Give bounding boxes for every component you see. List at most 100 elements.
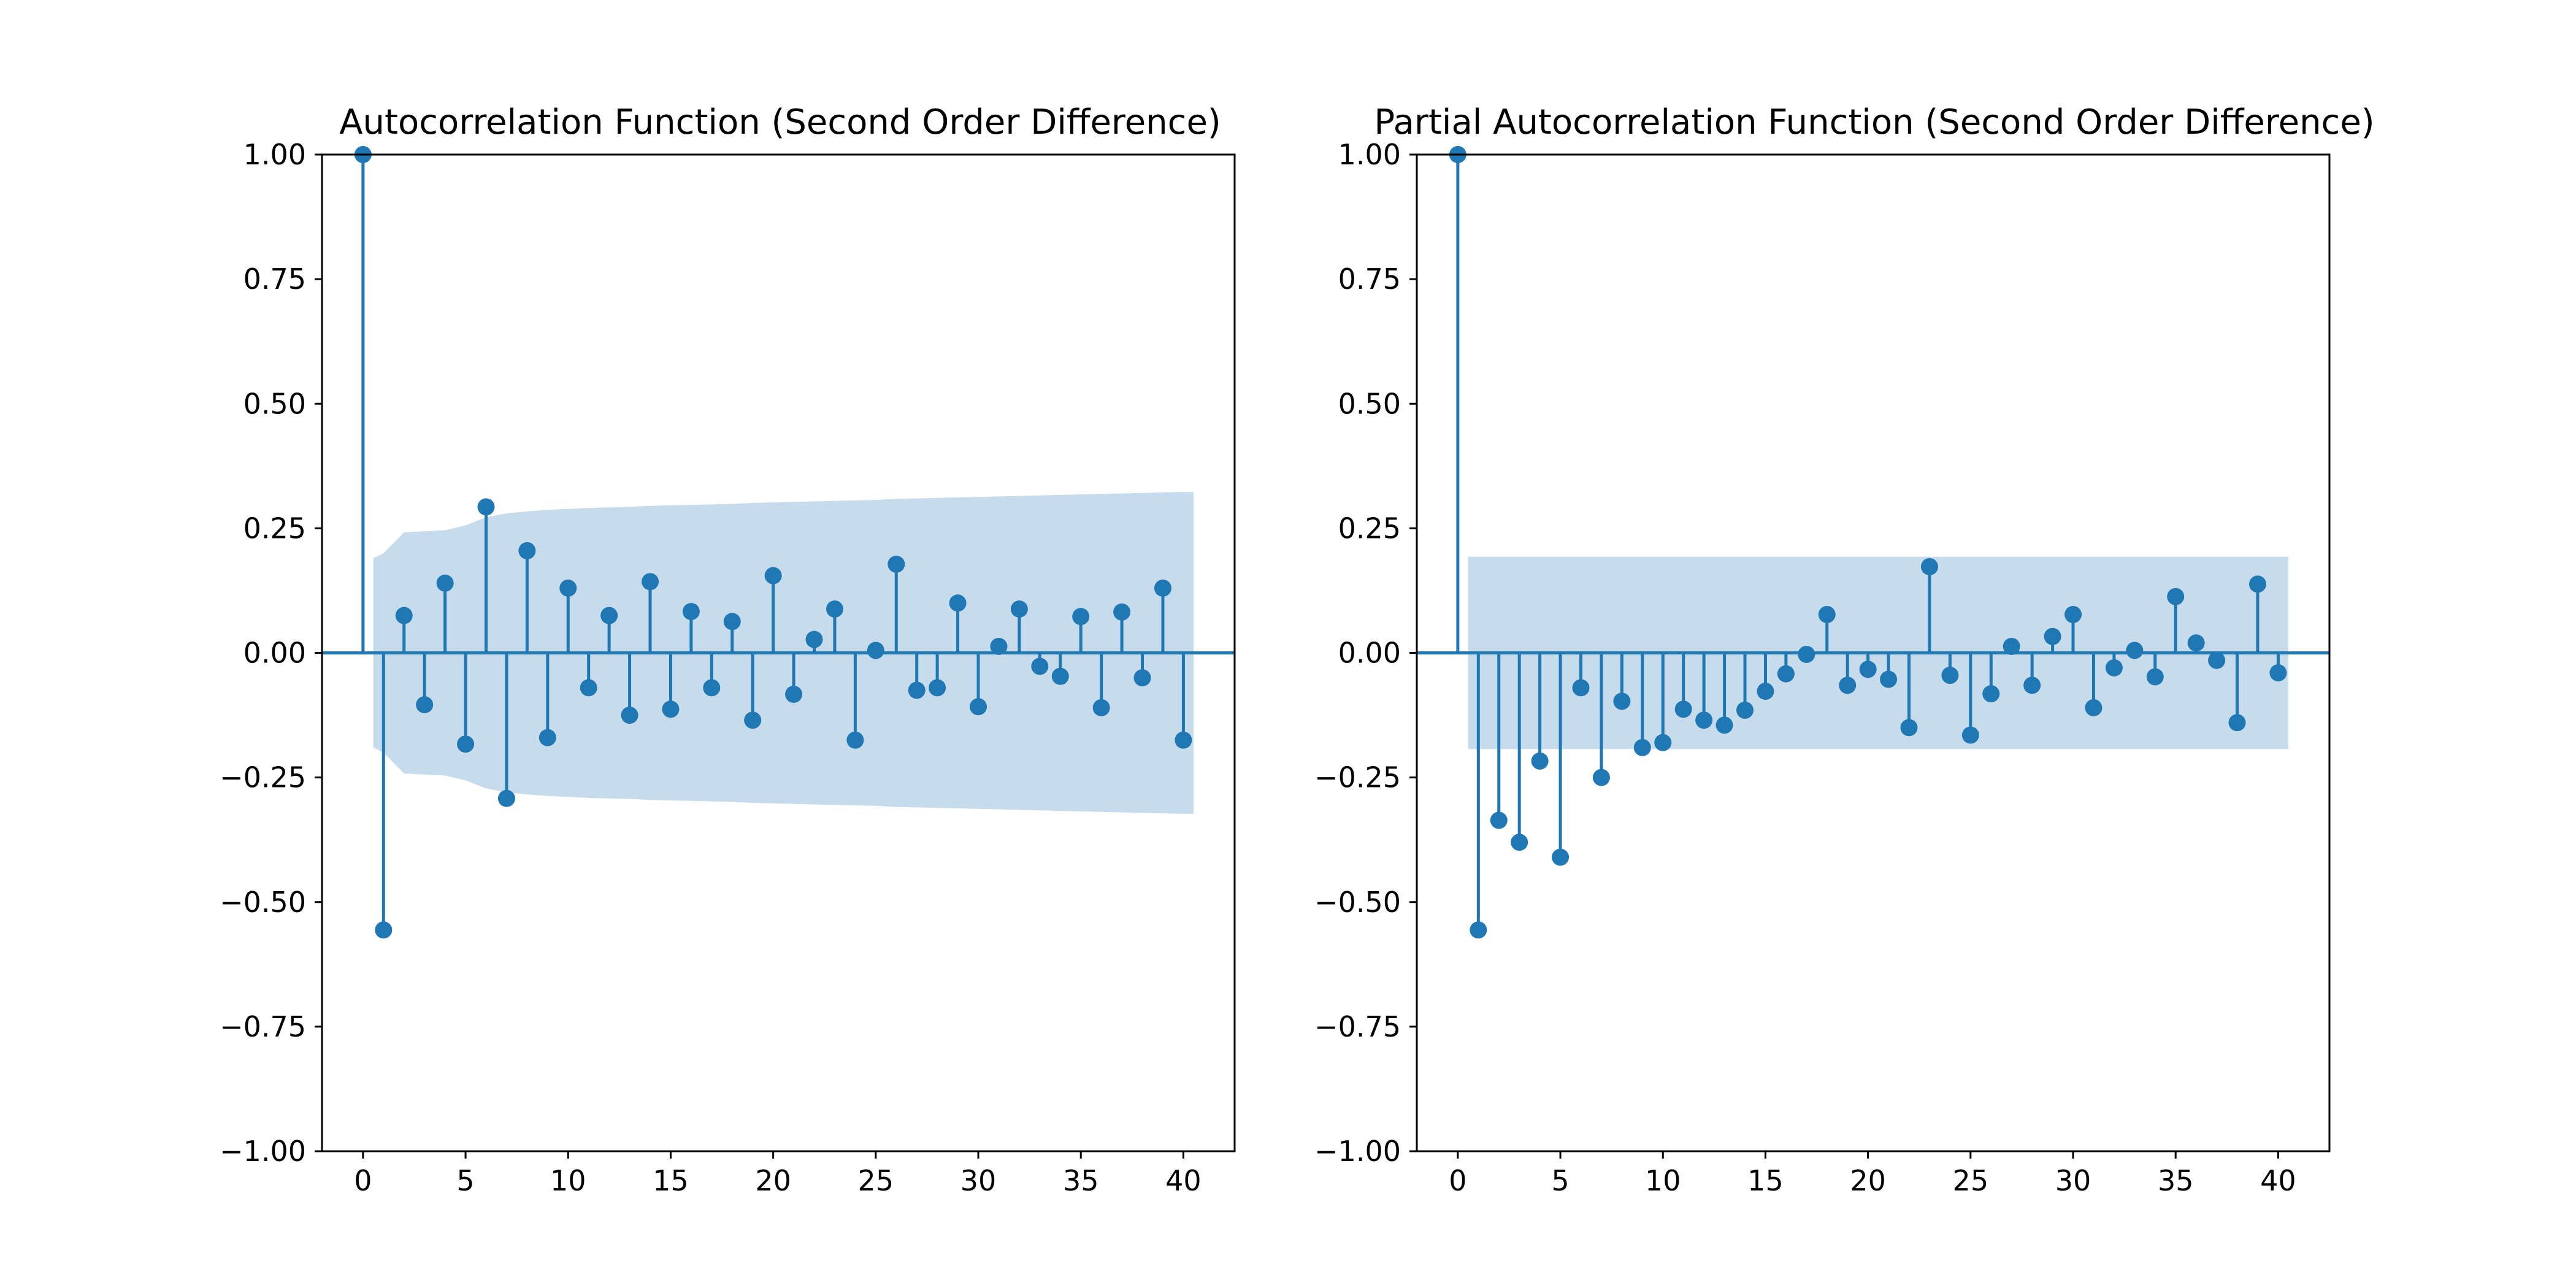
acf-y-tick-label: −0.50	[220, 886, 306, 919]
pacf-stem-marker	[2146, 668, 2164, 686]
acf-x-tick-label: 35	[1063, 1164, 1099, 1197]
acf-stem-marker	[846, 731, 864, 749]
acf-stem-marker	[723, 613, 741, 631]
acf-stem-marker	[1072, 608, 1090, 626]
acf-stem-marker	[1092, 699, 1110, 716]
pacf-stem-marker	[2248, 575, 2266, 593]
acf-stem-marker	[600, 607, 618, 624]
acf-stem-marker	[477, 498, 495, 516]
pacf-y-tick-label: 0.75	[1338, 263, 1401, 296]
acf-stem-marker	[1154, 579, 1171, 597]
acf-x-tick-label: 30	[960, 1164, 997, 1197]
pacf-x-tick-label: 25	[1953, 1164, 1989, 1197]
acf-stem-marker	[497, 789, 515, 807]
acf-stem-marker	[929, 679, 946, 697]
acf-stem-marker	[1175, 731, 1192, 749]
acf-y-tick-label: −1.00	[220, 1135, 306, 1168]
acf-stem-marker	[785, 685, 803, 703]
pacf-stem-marker	[1941, 667, 1959, 684]
pacf-stem-marker	[1777, 665, 1795, 683]
pacf-stem-marker	[1592, 769, 1610, 786]
acf-stem-marker	[1031, 657, 1049, 675]
acf-stem-marker	[805, 631, 823, 648]
acf-x-tick-label: 0	[354, 1164, 372, 1197]
acf-stems	[322, 146, 1235, 939]
pacf-stem-marker	[2085, 699, 2103, 716]
pacf-stem-marker	[2044, 627, 2061, 645]
pacf-y-tick-label: 0.00	[1338, 637, 1401, 670]
acf-y-tick-label: −0.25	[220, 761, 306, 794]
pacf-stem-marker	[2187, 634, 2205, 652]
pacf-stem-marker	[1654, 734, 1672, 751]
pacf-stem-marker	[1552, 848, 1570, 866]
acf-stem-marker	[887, 555, 905, 573]
acf-stem-marker	[764, 567, 782, 585]
acf-x-tick-label: 10	[550, 1164, 586, 1197]
pacf-y-tick-label: 0.50	[1338, 387, 1401, 420]
acf-chart: Autocorrelation Function (Second Order D…	[220, 102, 1236, 1197]
acf-stem-marker	[970, 698, 987, 716]
acf-stem-marker	[395, 607, 413, 624]
acf-stem-marker	[621, 707, 638, 724]
pacf-stem-marker	[2064, 605, 2082, 623]
pacf-stem-marker	[1470, 921, 1487, 939]
acf-x-tick-label: 5	[456, 1164, 474, 1197]
acf-stem-marker	[539, 729, 556, 746]
pacf-stem-marker	[1736, 701, 1754, 719]
pacf-y-axis: 1.00 0.75 0.50 0.25 0.00 −0.25 −0.50 −0.75 −1.00	[1314, 138, 1417, 1168]
pacf-x-tick-label: 20	[1850, 1164, 1886, 1197]
pacf-stem-marker	[1880, 670, 1898, 688]
acf-chart-title: Autocorrelation Function (Second Order D…	[339, 102, 1221, 142]
acf-y-tick-label: 0.25	[243, 512, 306, 545]
acf-x-tick-label: 15	[653, 1164, 689, 1197]
acf-y-tick-label: 0.00	[243, 637, 306, 670]
pacf-y-tick-label: 1.00	[1338, 138, 1401, 171]
pacf-chart-title: Partial Autocorrelation Function (Second…	[1374, 102, 2374, 142]
pacf-y-tick-label: −0.25	[1314, 761, 1401, 794]
pacf-stem-marker	[2003, 637, 2020, 655]
acf-stem-marker	[703, 679, 721, 697]
acf-stem-marker	[662, 700, 680, 718]
pacf-stem-marker	[1982, 685, 2000, 703]
pacf-y-tick-label: −0.50	[1314, 886, 1401, 919]
acf-stem-marker	[949, 594, 967, 612]
pacf-x-tick-label: 30	[2055, 1164, 2091, 1197]
pacf-stem-marker	[2228, 714, 2246, 732]
acf-y-tick-label: 0.75	[243, 263, 306, 296]
pacf-stem-marker	[1613, 692, 1631, 710]
acf-stem-marker	[436, 574, 454, 592]
acf-y-tick-label: 0.50	[243, 387, 306, 420]
acf-x-tick-label: 25	[858, 1164, 894, 1197]
pacf-stem-marker	[1695, 711, 1713, 729]
acf-stem-marker	[1010, 600, 1028, 618]
pacf-stem-marker	[1633, 738, 1651, 756]
acf-stem-marker	[375, 921, 393, 939]
pacf-stem-marker	[1572, 679, 1590, 697]
pacf-x-axis: 0 5 10 15 20 25 30 35 40	[1449, 1151, 2296, 1197]
acf-stem-marker	[1051, 667, 1069, 685]
acf-x-tick-label: 20	[755, 1164, 791, 1197]
pacf-stem-marker	[1859, 661, 1877, 678]
pacf-stems	[1417, 146, 2329, 939]
pacf-stem-marker	[1818, 605, 1836, 623]
acf-stem-marker	[826, 600, 843, 618]
acf-y-tick-label: 1.00	[243, 138, 306, 171]
acf-stem-marker	[990, 637, 1008, 655]
acf-stem-marker	[744, 711, 762, 729]
pacf-stem-marker	[1490, 811, 1508, 829]
acf-stem-marker	[1133, 669, 1151, 687]
pacf-stem-marker	[1920, 558, 1938, 575]
acf-stem-marker	[867, 642, 884, 659]
pacf-stem-marker	[2105, 659, 2123, 677]
pacf-x-tick-label: 40	[2260, 1164, 2296, 1197]
acf-stem-marker	[518, 542, 536, 559]
pacf-stem-marker	[2023, 677, 2041, 694]
pacf-stem-marker	[1531, 752, 1549, 770]
pacf-chart: Partial Autocorrelation Function (Second…	[1314, 102, 2375, 1197]
acf-x-axis: 0 5 10 15 20 25 30 35 40	[354, 1151, 1202, 1197]
acf-stem-marker	[642, 573, 659, 591]
pacf-stem-marker	[1839, 677, 1857, 694]
pacf-stem-marker	[1757, 683, 1774, 700]
pacf-x-tick-label: 5	[1551, 1164, 1569, 1197]
